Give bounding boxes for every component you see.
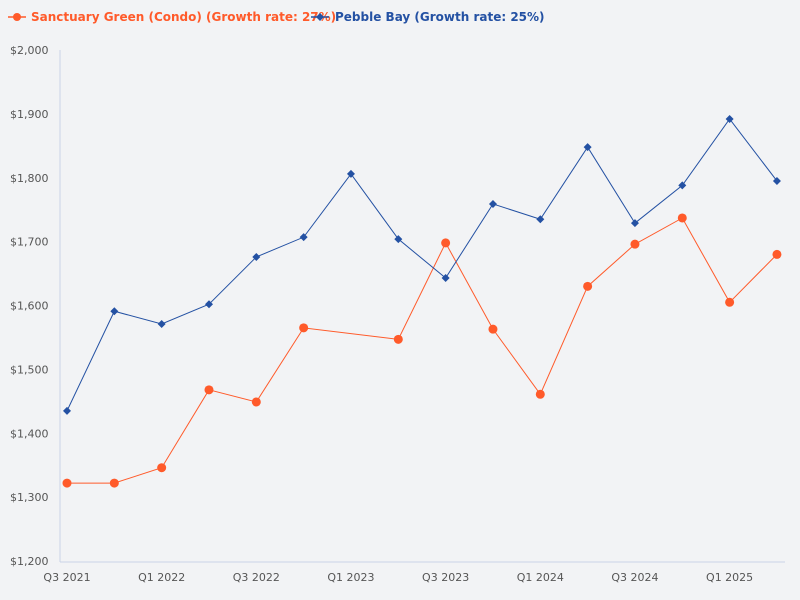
- x-tick-label: Q1 2024: [517, 571, 564, 584]
- y-tick-label: $1,500: [10, 363, 49, 376]
- series-line: [67, 217, 778, 484]
- legend-item-sanctuary-green[interactable]: Sanctuary Green (Condo) (Growth rate: 27…: [8, 10, 336, 24]
- x-axis-ticks: Q3 2021 Q1 2022 Q3 2022 Q1 2023 Q3 2023 Q1 20…: [43, 571, 753, 584]
- series-group: [62, 114, 782, 488]
- legend-diamond-marker-icon: [316, 13, 324, 21]
- x-tick-label: Q1 2025: [706, 571, 753, 584]
- data-point[interactable]: [677, 213, 687, 223]
- legend-circle-marker-icon: [13, 13, 21, 21]
- data-point[interactable]: [630, 239, 640, 249]
- data-point[interactable]: [157, 463, 167, 473]
- data-point[interactable]: [488, 199, 497, 208]
- x-tick-label: Q1 2022: [138, 571, 185, 584]
- data-point[interactable]: [157, 320, 166, 329]
- data-point[interactable]: [204, 385, 214, 395]
- data-point[interactable]: [63, 406, 71, 415]
- series-1: [63, 114, 781, 415]
- data-point[interactable]: [346, 169, 355, 178]
- data-point[interactable]: [535, 389, 545, 399]
- data-point[interactable]: [725, 297, 735, 307]
- data-point[interactable]: [678, 181, 687, 190]
- data-point[interactable]: [252, 252, 261, 261]
- y-tick-label: $1,600: [10, 300, 49, 313]
- y-tick-label: $1,900: [10, 108, 49, 121]
- x-tick-label: Q3 2023: [422, 571, 469, 584]
- y-tick-label: $1,700: [10, 236, 49, 249]
- series-line: [66, 118, 778, 412]
- x-tick-label: Q3 2021: [43, 571, 90, 584]
- data-point[interactable]: [204, 300, 213, 309]
- legend: Sanctuary Green (Condo) (Growth rate: 27…: [8, 10, 545, 24]
- legend-item-pebble-bay[interactable]: Pebble Bay (Growth rate: 25%): [311, 10, 545, 24]
- data-point[interactable]: [583, 143, 592, 152]
- legend-label: Sanctuary Green (Condo) (Growth rate: 27…: [31, 10, 336, 24]
- data-point[interactable]: [583, 281, 593, 291]
- data-point[interactable]: [488, 324, 498, 334]
- x-tick-label: Q3 2024: [611, 571, 658, 584]
- data-point[interactable]: [441, 238, 451, 248]
- data-point[interactable]: [536, 215, 545, 224]
- y-tick-label: $2,000: [10, 44, 49, 57]
- y-tick-label: $1,800: [10, 172, 49, 185]
- y-tick-label: $1,400: [10, 427, 49, 440]
- data-point[interactable]: [725, 114, 734, 123]
- data-point[interactable]: [772, 249, 782, 259]
- data-point[interactable]: [394, 235, 403, 244]
- data-point[interactable]: [299, 233, 308, 242]
- data-point[interactable]: [299, 323, 309, 333]
- y-tick-label: $1,300: [10, 491, 49, 504]
- x-tick-label: Q1 2023: [327, 571, 374, 584]
- x-tick-label: Q3 2022: [233, 571, 280, 584]
- data-point[interactable]: [251, 397, 261, 407]
- y-tick-label: $1,200: [10, 555, 49, 568]
- y-axis-ticks: $1,200 $1,300 $1,400 $1,500 $1,600 $1,700 $1,8…: [10, 44, 49, 568]
- data-point[interactable]: [393, 334, 403, 344]
- data-point[interactable]: [630, 219, 639, 228]
- data-point[interactable]: [110, 307, 119, 316]
- data-point[interactable]: [772, 176, 781, 185]
- legend-label: Pebble Bay (Growth rate: 25%): [335, 10, 545, 24]
- data-point[interactable]: [109, 478, 119, 488]
- data-point[interactable]: [62, 478, 72, 488]
- data-point[interactable]: [441, 274, 450, 283]
- series-0: [62, 213, 782, 488]
